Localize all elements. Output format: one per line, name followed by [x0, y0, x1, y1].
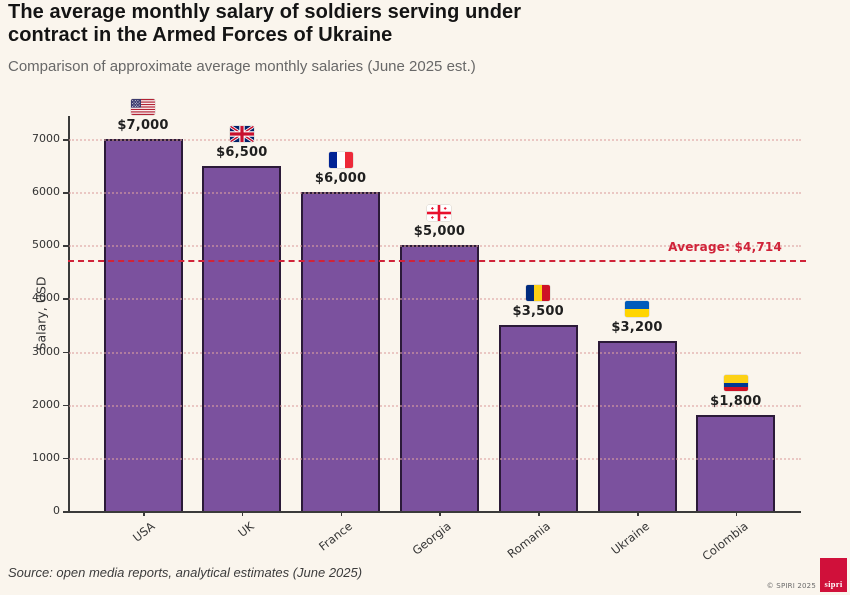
gridline: [69, 192, 801, 195]
bar-value-label: $3,200: [611, 319, 663, 335]
gridline: [69, 245, 801, 248]
uk-flag-icon: [228, 124, 255, 143]
copyright-note: © SPIRI 2025: [766, 582, 816, 590]
x-axis-label: Ukraine: [607, 519, 652, 558]
average-line: [68, 260, 806, 263]
x-axis-label: Romania: [504, 519, 553, 561]
ukraine-flag-icon: [625, 300, 649, 317]
x-tick-mark: [735, 511, 738, 516]
y-tick-label: 2000: [32, 397, 60, 411]
chart-title: The average monthly salary of soldiers s…: [8, 1, 522, 47]
y-tick-mark: [63, 192, 68, 194]
x-axis-label: USA: [130, 519, 158, 545]
bar-value-label: $6,500: [216, 144, 268, 160]
bar-value-label: $7,000: [117, 118, 169, 133]
y-tick-mark: [63, 139, 68, 141]
y-tick-label: 1000: [32, 450, 60, 464]
source-note: Source: open media reports, analytical e…: [8, 565, 363, 580]
bar-value-label: $5,000: [413, 224, 466, 240]
x-axis-label: Colombia: [699, 519, 751, 564]
x-tick-mark: [241, 511, 244, 516]
sipri-logo: sipri: [820, 558, 847, 592]
y-tick-mark: [63, 245, 68, 247]
romania-flag-icon: [526, 285, 551, 301]
y-tick-mark: [63, 351, 68, 354]
bar-ukraine: [597, 340, 677, 511]
bar-value-label: $3,500: [512, 304, 564, 319]
georgia-flag-icon: [427, 205, 452, 222]
y-tick-label: 3000: [32, 344, 60, 358]
gridline: [69, 139, 801, 141]
y-tick-mark: [63, 457, 68, 460]
x-axis-label: UK: [235, 519, 257, 540]
gridline: [69, 457, 801, 460]
colombia-flag-icon: [723, 375, 748, 392]
y-tick-label: 0: [53, 504, 60, 517]
bar-value-label: $6,000: [314, 171, 367, 187]
bar-georgia: [399, 245, 479, 511]
x-tick-mark: [538, 511, 540, 516]
x-tick-mark: [340, 511, 343, 516]
bar-value-label: $1,800: [710, 394, 762, 410]
bar-usa: [103, 139, 183, 511]
bar-uk: [202, 165, 282, 511]
x-axis-line: [68, 511, 801, 513]
average-line-label: Average: $4,714: [668, 240, 782, 255]
bar-romania: [498, 325, 578, 511]
chart-subtitle: Comparison of approximate average monthl…: [8, 58, 476, 75]
x-tick-mark: [439, 511, 441, 516]
y-tick-label: 5000: [32, 238, 60, 252]
y-tick-label: 4000: [32, 291, 60, 305]
france-flag-icon: [328, 152, 353, 169]
x-tick-mark: [637, 511, 639, 516]
x-tick-mark: [143, 511, 145, 516]
y-tick-label: 6000: [32, 185, 60, 199]
gridline: [69, 298, 801, 301]
y-tick-mark: [63, 298, 68, 300]
y-tick-mark: [63, 511, 68, 513]
usa-flag-icon: [131, 99, 155, 115]
y-tick-mark: [63, 404, 68, 407]
y-axis-line: [68, 116, 70, 513]
bar-colombia: [696, 415, 776, 511]
y-tick-label: 7000: [32, 132, 60, 145]
x-axis-label: Georgia: [409, 519, 455, 558]
x-axis-label: France: [316, 519, 356, 554]
gridline: [69, 404, 801, 407]
gridline: [69, 351, 801, 354]
logo-text: sipri: [824, 579, 843, 589]
